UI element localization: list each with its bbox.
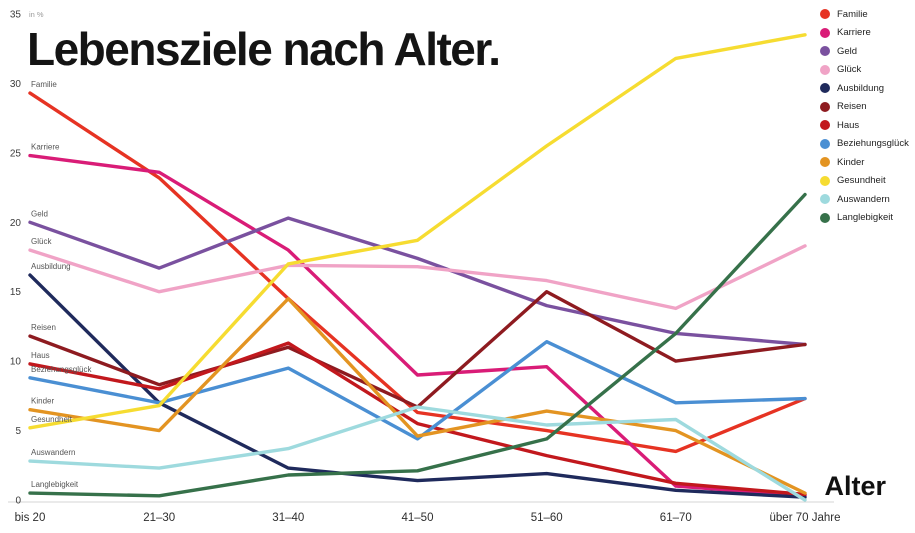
y-tick-label: 0 xyxy=(15,496,21,507)
series-start-label: Reisen xyxy=(31,323,56,332)
series-start-label: Glück xyxy=(31,237,52,246)
legend-item: Glück xyxy=(820,64,909,76)
series-line-glück xyxy=(28,244,807,311)
x-tick-label: über 70 Jahre xyxy=(770,512,841,524)
legend-item: Geld xyxy=(820,45,909,57)
legend-label: Reisen xyxy=(837,101,867,112)
legend-label: Kinder xyxy=(837,156,865,168)
x-tick-label: 41–50 xyxy=(402,512,434,524)
legend-swatch xyxy=(820,157,830,167)
y-tick-label: 20 xyxy=(10,218,22,229)
series-line-familie xyxy=(28,91,807,454)
y-tick-label: 35 xyxy=(10,10,22,21)
legend-swatch xyxy=(820,27,830,38)
series-line-beziehungsglück xyxy=(28,340,807,441)
series-line-geld xyxy=(28,216,807,347)
y-tick-label: 30 xyxy=(10,79,22,90)
legend-swatch xyxy=(820,120,830,130)
series-line-auswandern xyxy=(28,405,807,502)
y-axis-unit: in % xyxy=(29,10,44,19)
legend-label: Geld xyxy=(837,45,858,57)
series-line-gesundheit xyxy=(28,33,807,430)
legend-item: Langlebigkeit xyxy=(820,212,909,224)
legend-swatch xyxy=(820,175,830,186)
chart-title: Lebensziele nach Alter. xyxy=(27,23,501,75)
series-start-label: Haus xyxy=(31,351,50,360)
series-line-haus xyxy=(28,341,807,497)
legend-swatch xyxy=(820,138,830,149)
x-tick-label: 51–60 xyxy=(531,512,563,524)
y-tick-label: 15 xyxy=(10,287,22,298)
series-start-label: Geld xyxy=(31,209,48,218)
y-tick-label: 25 xyxy=(10,148,22,159)
series-start-label: Beziehungsglück xyxy=(31,365,92,374)
legend-item: Familie xyxy=(820,8,909,20)
legend-item: Karriere xyxy=(820,27,909,39)
legend-label: Langlebigkeit xyxy=(837,212,893,223)
x-tick-label: 61–70 xyxy=(660,512,692,524)
legend-label: Karriere xyxy=(837,27,871,38)
legend-item: Beziehungsglück xyxy=(820,138,909,150)
x-tick-label: 31–40 xyxy=(272,512,304,524)
legend-label: Haus xyxy=(837,119,860,131)
x-axis-title: Alter xyxy=(824,471,886,501)
legend-swatch xyxy=(820,46,830,56)
legend-swatch xyxy=(820,83,830,93)
x-tick-label: bis 20 xyxy=(15,512,46,524)
legend-label: Glück xyxy=(837,64,862,75)
legend-label: Ausbildung xyxy=(837,82,885,94)
series-start-label: Gesundheit xyxy=(31,415,73,424)
legend-item: Auswandern xyxy=(820,193,909,205)
series-start-label: Ausbildung xyxy=(31,262,71,271)
series-line-kinder xyxy=(28,297,807,495)
legend-swatch xyxy=(820,64,830,75)
legend-item: Gesundheit xyxy=(820,175,909,187)
legend-label: Auswandern xyxy=(837,193,890,205)
series-line-karriere xyxy=(28,153,807,498)
series-start-label: Auswandern xyxy=(31,448,75,457)
y-tick-label: 5 xyxy=(15,426,21,437)
legend-swatch xyxy=(820,101,830,112)
series-start-label: Karriere xyxy=(31,143,60,152)
legend-swatch xyxy=(820,212,830,223)
series-start-label: Kinder xyxy=(31,397,54,406)
series-line-langlebigkeit xyxy=(28,192,807,498)
legend-swatch xyxy=(820,194,830,204)
legend: Familie Karriere Geld Glück Ausbildung Reisen… xyxy=(820,8,909,224)
series-start-label: Familie xyxy=(31,80,57,89)
legend-label: Beziehungsglück xyxy=(837,138,909,149)
legend-item: Ausbildung xyxy=(820,82,909,94)
legend-item: Kinder xyxy=(820,156,909,168)
y-tick-label: 10 xyxy=(10,357,22,368)
legend-swatch xyxy=(820,9,830,19)
legend-item: Reisen xyxy=(820,101,909,113)
x-tick-label: 21–30 xyxy=(143,512,175,524)
series-start-label: Langlebigkeit xyxy=(31,480,79,489)
legend-label: Familie xyxy=(837,8,868,20)
legend-label: Gesundheit xyxy=(837,175,886,186)
legend-item: Haus xyxy=(820,119,909,131)
